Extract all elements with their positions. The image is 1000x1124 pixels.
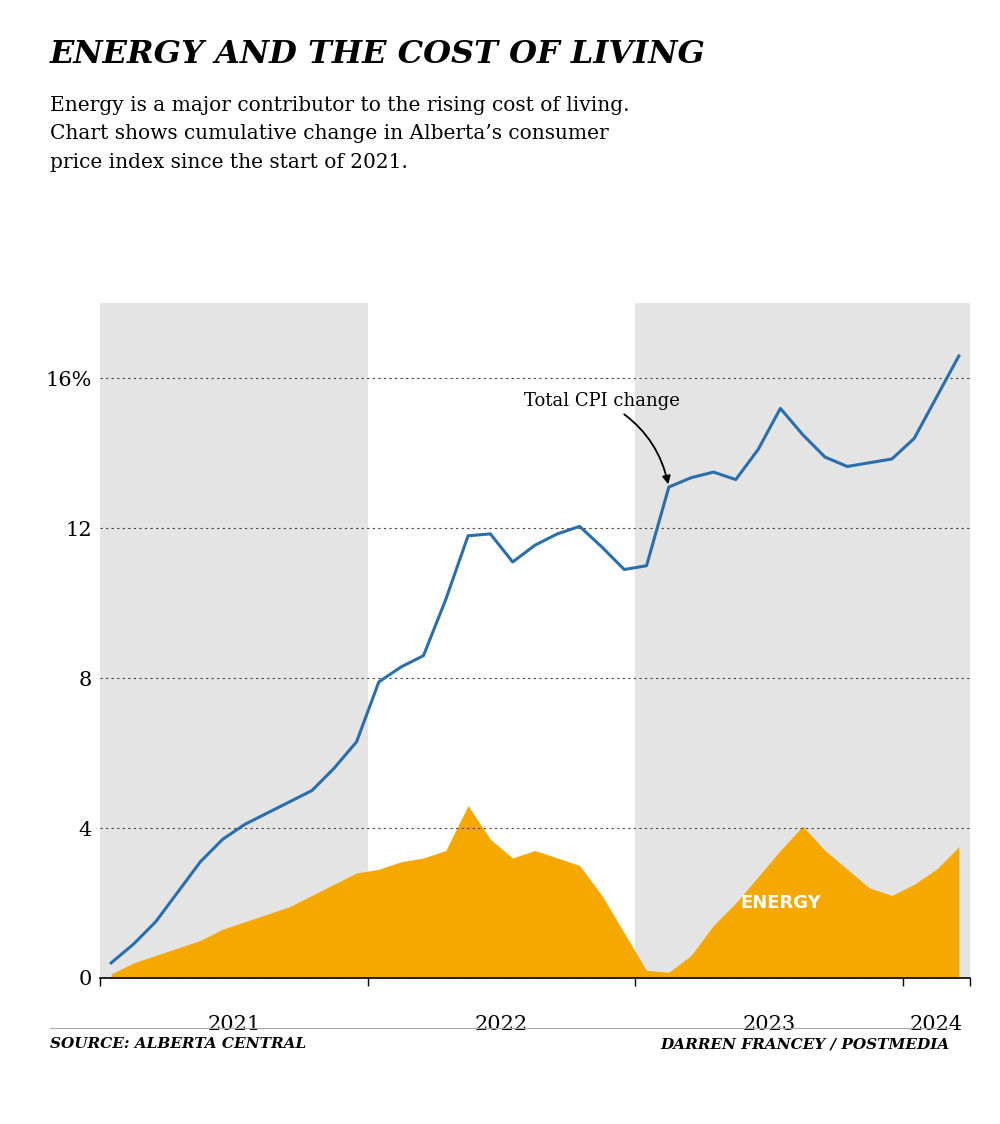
Text: 2024: 2024 [910,1015,963,1034]
Bar [635,303,970,978]
Text: 2021: 2021 [207,1015,260,1034]
Text: SOURCE: ALBERTA CENTRAL: SOURCE: ALBERTA CENTRAL [50,1037,306,1051]
Text: ENERGY: ENERGY [740,894,821,912]
Text: 2022: 2022 [475,1015,528,1034]
Text: Energy is a major contributor to the rising cost of living.
Chart shows cumulati: Energy is a major contributor to the ris… [50,96,630,172]
Text: DARREN FRANCEY / POSTMEDIA: DARREN FRANCEY / POSTMEDIA [661,1037,950,1051]
Text: 2023: 2023 [743,1015,796,1034]
Bar [100,303,368,978]
Text: Total CPI change: Total CPI change [524,392,680,482]
Text: ENERGY AND THE COST OF LIVING: ENERGY AND THE COST OF LIVING [50,39,706,71]
